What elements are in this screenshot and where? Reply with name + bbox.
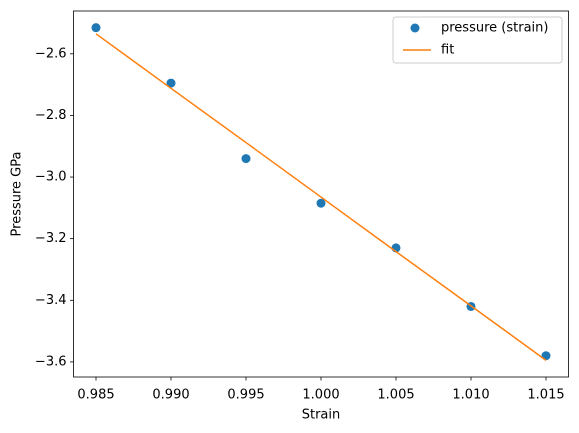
scatter-point [241,154,251,164]
x-axis-label: Strain [302,408,341,423]
y-tick-label: −2.8 [35,108,67,123]
legend-label: pressure (strain) [441,21,548,36]
y-tick-label: −3.0 [35,170,67,185]
fit-line [95,33,547,361]
legend-label: fit [441,43,454,58]
y-tick-label: −3.2 [35,231,67,246]
x-tick-label: 0.985 [77,388,114,403]
scatter-point [91,23,101,33]
x-tick-label: 1.015 [527,388,564,403]
x-tick-label: 0.995 [227,388,264,403]
legend-box [392,16,563,64]
legend-marker [410,23,420,33]
x-tick-label: 1.010 [452,388,489,403]
x-tick-label: 1.005 [377,388,414,403]
x-tick-label: 1.000 [302,388,339,403]
y-tick-label: −2.6 [35,46,67,61]
y-tick-label: −3.4 [35,293,67,308]
y-tick-label: −3.6 [35,354,67,369]
axes-frame [73,10,569,378]
scatter-point [316,198,326,208]
scatter-point [166,78,176,88]
y-axis-label: Pressure GPa [10,152,25,237]
x-tick-label: 0.990 [152,388,189,403]
